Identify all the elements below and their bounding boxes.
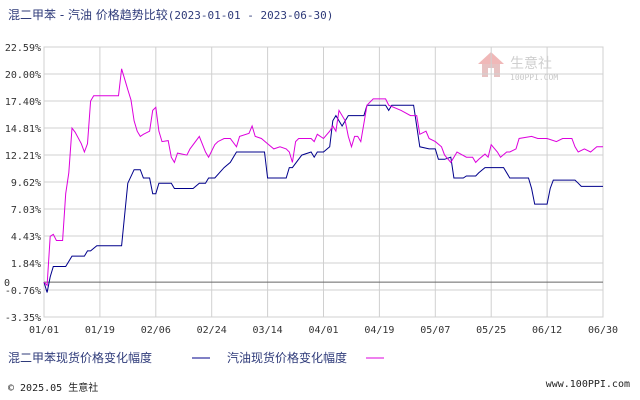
chart-title-text: 混二甲苯 - 汽油 价格趋势比较 <box>8 8 168 22</box>
y-tick-label: 14.81% <box>5 124 41 135</box>
x-tick-label: 04/01 <box>308 325 338 336</box>
x-tick-label: 04/19 <box>364 325 394 336</box>
watermark-url: 100PPI.COM <box>510 73 558 82</box>
x-tick-label: 02/06 <box>141 325 171 336</box>
series-line-2 <box>43 68 603 287</box>
chart-date-range: (2023-01-01 - 2023-06-30) <box>167 9 334 22</box>
y-tick-label: 4.43% <box>11 232 41 243</box>
legend-label-2: 汽油现货价格变化幅度 <box>227 350 347 365</box>
y-tick-label: 12.21% <box>5 151 41 162</box>
x-tick-label: 05/25 <box>476 325 506 336</box>
chart-ticks: 22.59% 20.00% 17.40% 14.81% 12.21% 9.62% 7.03%… <box>4 43 618 336</box>
chart-legend: 混二甲苯现货价格变化幅度 汽油现货价格变化幅度 <box>8 350 384 365</box>
x-tick-label: 06/12 <box>532 325 562 336</box>
x-tick-label: 06/30 <box>588 325 618 336</box>
legend-label-1: 混二甲苯现货价格变化幅度 <box>8 350 152 365</box>
y-tick-label: 22.59% <box>5 43 41 54</box>
chart-series <box>43 68 603 293</box>
y-tick-label: 17.40% <box>5 97 41 108</box>
chart-grid <box>43 46 604 318</box>
y-tick-label: 20.00% <box>5 70 41 81</box>
footer-copyright: © 2025.05 生意社 <box>8 383 99 394</box>
y-tick-label: -3.35% <box>5 313 41 324</box>
zero-label: 0 <box>4 278 10 289</box>
x-tick-label: 02/24 <box>197 325 227 336</box>
x-tick-label: 01/01 <box>29 325 59 336</box>
watermark-logo: 生意社 100PPI.COM <box>478 52 558 82</box>
y-tick-label: -0.76% <box>5 286 41 297</box>
x-tick-label: 01/19 <box>85 325 115 336</box>
footer-site-link[interactable]: www.100PPI.com <box>545 379 630 390</box>
x-tick-label: 03/14 <box>253 325 283 336</box>
x-tick-label: 05/07 <box>420 325 450 336</box>
chart-title: 混二甲苯 - 汽油 价格趋势比较(2023-01-01 - 2023-06-30… <box>8 6 333 23</box>
y-tick-label: 7.03% <box>11 205 41 216</box>
y-tick-label: 1.84% <box>11 259 41 270</box>
y-tick-label: 9.62% <box>11 178 41 189</box>
series-line-1 <box>43 104 603 293</box>
watermark-brand: 生意社 <box>510 55 552 72</box>
